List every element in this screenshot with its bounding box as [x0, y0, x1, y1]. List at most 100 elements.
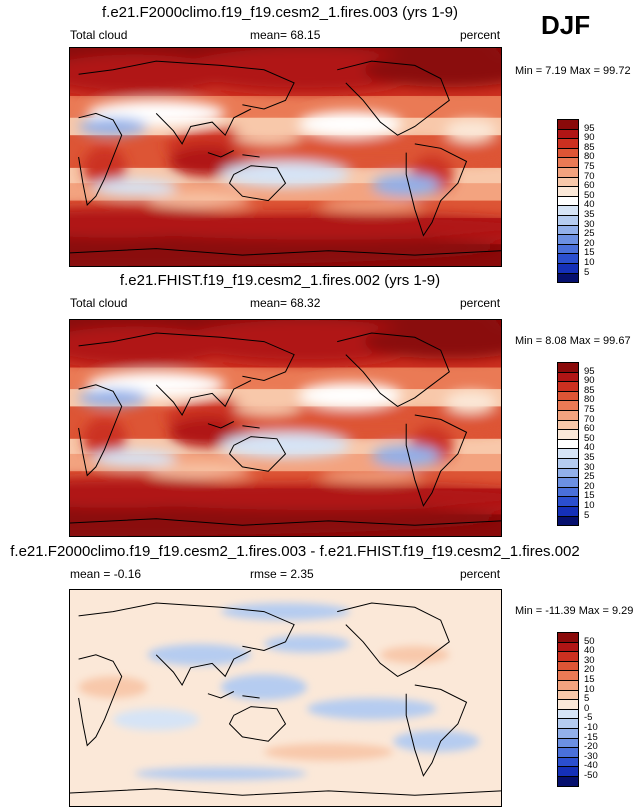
coastline — [78, 332, 295, 382]
colorbar-tick-label: 60 — [584, 423, 595, 435]
field-blob — [444, 391, 497, 413]
colorbar-tick-label: 80 — [584, 394, 595, 406]
panel3-mean-label: mean = -0.16 — [70, 567, 142, 581]
coastline — [78, 60, 295, 110]
field-blob — [78, 117, 148, 136]
panel2-variable-label: Total cloud — [70, 296, 128, 310]
field-blob — [371, 174, 441, 197]
field-blob — [380, 646, 450, 664]
coastline — [405, 143, 468, 237]
field-blob — [82, 146, 127, 190]
colorbar-tick-label: 75 — [584, 161, 595, 172]
coastline — [78, 654, 123, 747]
colorbar-tick-label: -10 — [584, 722, 598, 733]
colorbar-tick-label: 40 — [584, 442, 595, 454]
field-blob — [70, 231, 501, 266]
colorbar-tick-label: 5 — [584, 266, 590, 278]
colorbar-tick-label: 95 — [584, 365, 595, 377]
colorbar-tick-label: 25 — [584, 471, 595, 483]
coastline — [337, 602, 450, 677]
field-blob — [147, 644, 252, 666]
field-blob — [263, 635, 351, 653]
coastline — [228, 436, 287, 472]
field-blob — [134, 767, 308, 781]
panel2-minmax: Min = 8.08 Max = 99.67 — [515, 335, 631, 347]
field-blob — [113, 213, 501, 240]
colorbar-tick-label: 5 — [584, 509, 590, 521]
field-blob — [319, 469, 424, 482]
colorbar-tick-label: 10 — [584, 500, 595, 511]
colorbar-tick-label: -15 — [584, 731, 598, 743]
coastline — [228, 165, 287, 202]
field-blob — [220, 602, 351, 621]
colorbar-tick-label: 20 — [584, 480, 595, 492]
field-blob — [363, 324, 501, 359]
colorbar-tick-label: -30 — [584, 750, 598, 762]
panel1-mean-label: mean= 68.15 — [250, 28, 321, 42]
colorbar-tick-label: 70 — [584, 170, 595, 182]
colorbar-tick-label: 10 — [584, 683, 595, 695]
field-blob — [113, 708, 200, 731]
colorbar-tick-label: -5 — [584, 712, 593, 724]
coastline — [155, 650, 252, 686]
colorbar-tick-label: 50 — [584, 635, 595, 647]
field-blob — [70, 501, 501, 536]
coastline — [242, 425, 260, 429]
colorbar-tick-label: 35 — [584, 209, 595, 220]
colorbar-tick-label: 70 — [584, 413, 595, 425]
field-blob — [147, 194, 252, 208]
colorbar-tick-label: 15 — [584, 674, 595, 685]
colorbar-tick-label: 5 — [584, 693, 590, 705]
field-blob — [220, 432, 351, 459]
coastline — [78, 384, 123, 477]
field-blob — [113, 484, 501, 511]
panel2-mean-label: mean= 68.32 — [250, 296, 321, 310]
colorbar-tick-label: 85 — [584, 384, 595, 396]
field-blob — [371, 445, 441, 467]
colorbar-tick-label: 50 — [584, 189, 595, 201]
coastline — [405, 684, 468, 777]
colorbar-swatch — [557, 515, 579, 527]
colorbar-tick-label: -40 — [584, 760, 598, 772]
coastline — [70, 788, 501, 796]
panel1-map — [69, 47, 502, 267]
coastline — [337, 332, 450, 407]
coastline — [337, 60, 450, 136]
field-blob — [393, 730, 480, 752]
season-label: DJF — [541, 10, 591, 40]
field-blob — [233, 126, 303, 144]
field-blob — [147, 464, 252, 478]
colorbar-tick-label: 60 — [584, 180, 595, 192]
colorbar-tick-label: 75 — [584, 404, 595, 415]
colorbar-tick-label: 0 — [584, 702, 590, 714]
colorbar-tick-label: 90 — [584, 375, 595, 387]
field-blob — [78, 676, 148, 698]
field-blob — [78, 389, 148, 407]
coastline — [78, 602, 295, 652]
field-blob — [177, 320, 437, 364]
coastline — [207, 150, 235, 158]
coastline — [155, 108, 252, 145]
panel1-minmax: Min = 7.19 Max = 99.72 — [515, 65, 631, 77]
colorbar-tick-label: 50 — [584, 432, 595, 444]
colorbar-tick-label: 30 — [584, 461, 595, 473]
field-blob — [91, 178, 178, 197]
field-blob — [263, 743, 394, 761]
panel3-title: f.e21.F2000climo.f19_f19.cesm2_1.fires.0… — [10, 543, 580, 560]
colorbar-tick-label: 15 — [584, 247, 595, 259]
colorbar-tick-label: 15 — [584, 490, 595, 502]
panel3-rmse-label: rmse = 2.35 — [250, 567, 314, 581]
field-blob — [91, 449, 178, 467]
field-blob — [444, 119, 497, 142]
panel3-map — [69, 589, 502, 807]
colorbar-tick-label: 35 — [584, 452, 595, 463]
field-blob — [363, 52, 501, 88]
colorbar-tick-label: 30 — [584, 218, 595, 230]
colorbar-tick-label: 85 — [584, 141, 595, 153]
colorbar-tick-label: 10 — [584, 257, 595, 268]
panel1-unit-label: percent — [460, 28, 501, 42]
panel3-minmax: Min = -11.39 Max = 9.29 — [515, 605, 634, 617]
colorbar-tick-label: 30 — [584, 654, 595, 666]
coastline — [207, 691, 235, 699]
coastline — [242, 154, 260, 158]
